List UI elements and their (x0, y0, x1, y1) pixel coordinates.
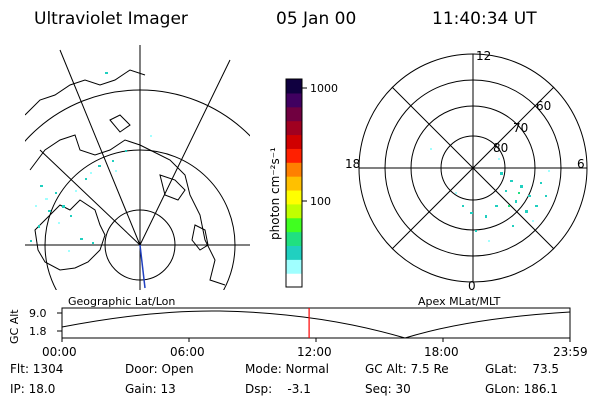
colorbar-segment (286, 217, 302, 233)
colorbar-segment (286, 231, 302, 246)
geographic-map (25, 45, 250, 290)
map-island (159, 174, 186, 201)
timeline-ytick-label-1.8: 1.8 (29, 325, 47, 338)
mlat-label-60: 60 (536, 99, 551, 113)
mlat-label-80: 80 (493, 141, 508, 155)
colorbar: 1000 100 photon cm⁻²s⁻¹ (268, 78, 338, 288)
colorbar-segment (286, 189, 302, 205)
dsp-value: Dsp: -3.1 (245, 382, 311, 396)
map-meridian (39, 149, 141, 246)
geographic-longitude: GLon: 186.1 (485, 382, 558, 396)
mlat-label-70: 70 (513, 121, 528, 135)
polar-emission-speckles (430, 148, 550, 242)
mlt-label-12: 12 (476, 49, 491, 63)
door-status: Door: Open (125, 362, 194, 376)
mode-value: Mode: Normal (245, 362, 329, 376)
sequence-number: Seq: 30 (365, 382, 411, 396)
polar-diagonal (391, 86, 555, 250)
timeline-xtick-label: 06:00 (170, 345, 205, 359)
map-meridian (139, 59, 231, 246)
timeline-ytick-label-9: 9.0 (29, 307, 47, 320)
colorbar-segment (286, 162, 302, 177)
ip-value: IP: 18.0 (10, 382, 56, 396)
polar-plot (358, 53, 588, 283)
colorbar-segment (286, 79, 302, 94)
altitude-timeline: 9.0 1.8 GC Alt 00:00 06:00 12:00 18:00 2… (8, 307, 588, 359)
mlt-label-6: 6 (577, 157, 585, 171)
mlt-label-0: 0 (468, 279, 476, 293)
timeline-xticks (61, 338, 571, 342)
colorbar-tick-label-1000: 1000 (310, 82, 338, 95)
colorbar-segment (286, 120, 302, 136)
mlt-label-18: 18 (345, 157, 360, 171)
map-emission-speckles (30, 72, 152, 252)
figure-title: Ultraviolet Imager (34, 9, 188, 29)
timeline-xtick-label: 23:59 (553, 345, 588, 359)
map-coastline (29, 134, 226, 286)
geographic-latitude: GLat: 73.5 (485, 362, 560, 376)
timeline-frame (61, 307, 571, 339)
colorbar-segment (286, 245, 302, 260)
colorbar-segment (286, 273, 302, 288)
polar-caption: Apex MLat/MLT (418, 295, 501, 308)
map-meridian (59, 49, 141, 246)
flight-number: Flt: 1304 (10, 362, 64, 376)
timeline-xtick-label: 12:00 (297, 345, 332, 359)
colorbar-segment (286, 203, 302, 219)
colorbar-segment (286, 259, 302, 274)
colorbar-unit-label: photon cm⁻²s⁻¹ (268, 147, 282, 240)
colorbar-segment (286, 106, 302, 122)
timeline-xtick-label: 18:00 (424, 345, 459, 359)
map-island (109, 114, 131, 133)
colorbar-segment (286, 176, 302, 191)
map-orbit-track (139, 244, 146, 289)
figure-date: 05 Jan 00 (276, 9, 356, 29)
map-island (191, 224, 209, 251)
map-coastline (25, 69, 146, 116)
timeline-ylabel: GC Alt (8, 309, 21, 344)
timeline-xtick-label: 00:00 (42, 345, 77, 359)
colorbar-tick-label-100: 100 (310, 195, 331, 208)
colorbar-gradient (286, 79, 302, 288)
gain-value: Gain: 13 (125, 382, 176, 396)
colorbar-segment (286, 134, 302, 149)
map-caption: Geographic Lat/Lon (68, 295, 175, 308)
colorbar-segment (286, 148, 302, 163)
figure-time: 11:40:34 UT (432, 9, 537, 29)
colorbar-segment (286, 92, 302, 108)
colorbar-frame (285, 78, 303, 288)
altitude-curve (61, 310, 571, 339)
gc-altitude: GC Alt: 7.5 Re (365, 362, 449, 376)
